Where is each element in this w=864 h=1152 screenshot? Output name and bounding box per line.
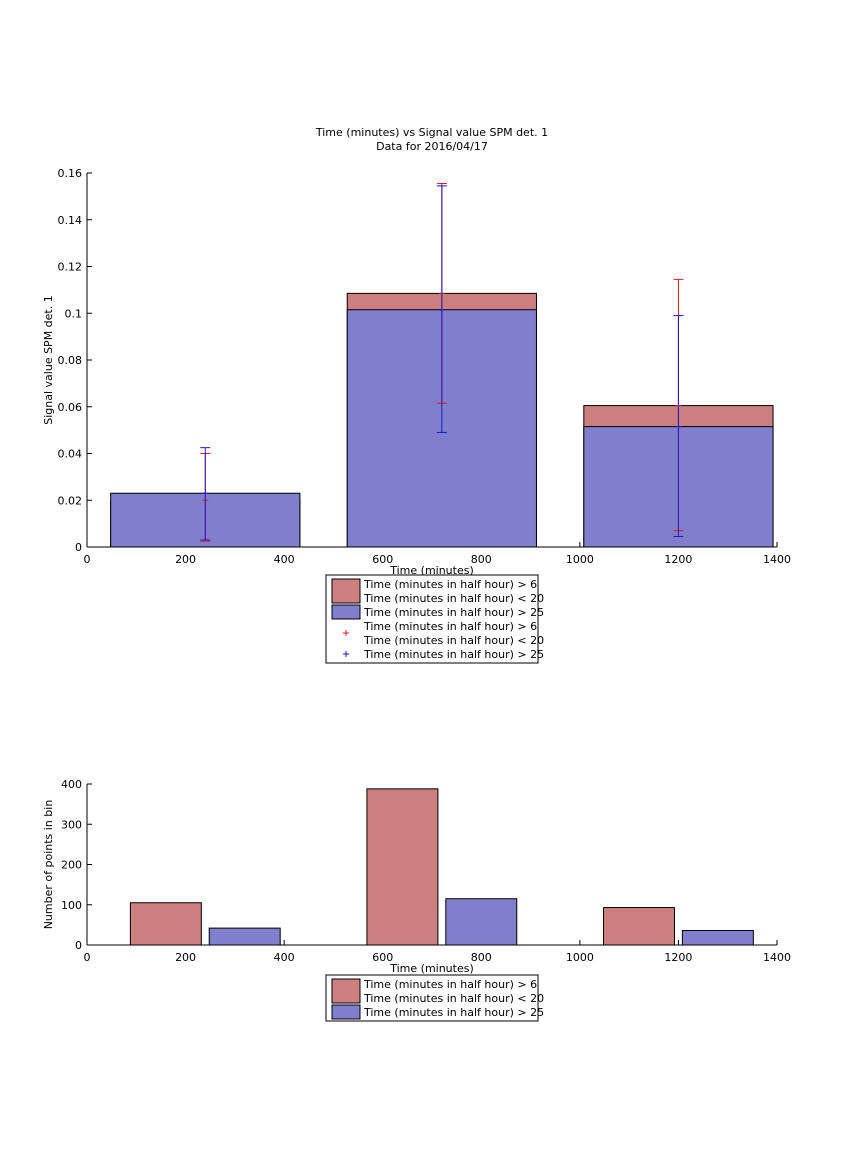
y-tick-label: 100 <box>61 899 82 912</box>
x-tick-label: 400 <box>274 951 295 964</box>
legend-box <box>325 574 539 664</box>
x-tick-label: 1200 <box>664 553 692 566</box>
x-tick-label: 800 <box>471 951 492 964</box>
x-axis-label: Time (minutes) <box>389 564 474 577</box>
y-tick-label: 0.1 <box>65 307 83 320</box>
x-tick-label: 400 <box>274 553 295 566</box>
x-tick-label: 200 <box>175 951 196 964</box>
bar <box>129 902 202 946</box>
y-tick-label: 0.08 <box>58 354 83 367</box>
y-axis-label: Number of points in bin <box>42 800 55 930</box>
chart-title: Time (minutes) vs Signal value SPM det. … <box>315 126 548 139</box>
legend-swatch <box>331 1004 361 1020</box>
y-tick-label: 0.14 <box>58 214 83 227</box>
legend-swatch <box>331 604 361 620</box>
y-tick-label: 200 <box>61 859 82 872</box>
bar <box>208 927 281 946</box>
bar <box>445 898 518 946</box>
y-tick-label: 0 <box>75 939 82 952</box>
signal-value-chart: 0 200 400 600 800 1000 1200 1400 0 0.02 0.04 0.06 0.… <box>42 126 791 664</box>
legend-label: Time (minutes in half hour) < 20 <box>363 992 544 1005</box>
y-tick-label: 0.16 <box>58 167 83 180</box>
x-axis-label: Time (minutes) <box>389 962 474 975</box>
x-tick-label: 1000 <box>566 553 594 566</box>
x-tick-label: 1400 <box>763 951 791 964</box>
legend-swatch <box>331 578 361 604</box>
bar <box>603 907 675 946</box>
legend-label: Time (minutes in half hour) > 25 <box>363 648 544 661</box>
chart-subtitle: Data for 2016/04/17 <box>376 140 488 153</box>
y-tick-label: 0.02 <box>58 494 83 507</box>
x-tick-label: 1000 <box>566 951 594 964</box>
y-tick-label: 0.06 <box>58 401 83 414</box>
x-tick-label: 0 <box>84 553 91 566</box>
y-axis-label: Signal value SPM det. 1 <box>42 295 55 425</box>
legend-label: Time (minutes in half hour) > 25 <box>363 606 544 619</box>
x-tick-label: 0 <box>84 951 91 964</box>
y-tick-label: 0.04 <box>58 448 83 461</box>
x-tick-label: 1400 <box>763 553 791 566</box>
legend-label: Time (minutes in half hour) < 20 <box>363 634 544 647</box>
points-per-bin-chart: 0 200 400 600 800 1000 1200 1400 0 100 200 300 400 Ti… <box>42 778 791 1022</box>
legend-box <box>325 974 539 1022</box>
legend-label: Time (minutes in half hour) > 6 <box>363 978 537 991</box>
legend-label: Time (minutes in half hour) > 25 <box>363 1006 544 1019</box>
x-tick-label: 1200 <box>664 951 692 964</box>
y-tick-label: 0.12 <box>58 261 83 274</box>
y-tick-label: 400 <box>61 778 82 791</box>
x-tick-label: 200 <box>175 553 196 566</box>
legend-swatch <box>331 978 361 1004</box>
legend-label: Time (minutes in half hour) > 6 <box>363 620 537 633</box>
bar <box>681 930 754 946</box>
y-tick-label: 300 <box>61 818 82 831</box>
x-tick-label: 800 <box>471 553 492 566</box>
x-tick-label: 600 <box>372 951 393 964</box>
legend-label: Time (minutes in half hour) > 6 <box>363 578 537 591</box>
y-tick-label: 0 <box>75 541 82 554</box>
legend-label: Time (minutes in half hour) < 20 <box>363 592 544 605</box>
x-tick-label: 600 <box>372 553 393 566</box>
bar <box>366 788 439 946</box>
